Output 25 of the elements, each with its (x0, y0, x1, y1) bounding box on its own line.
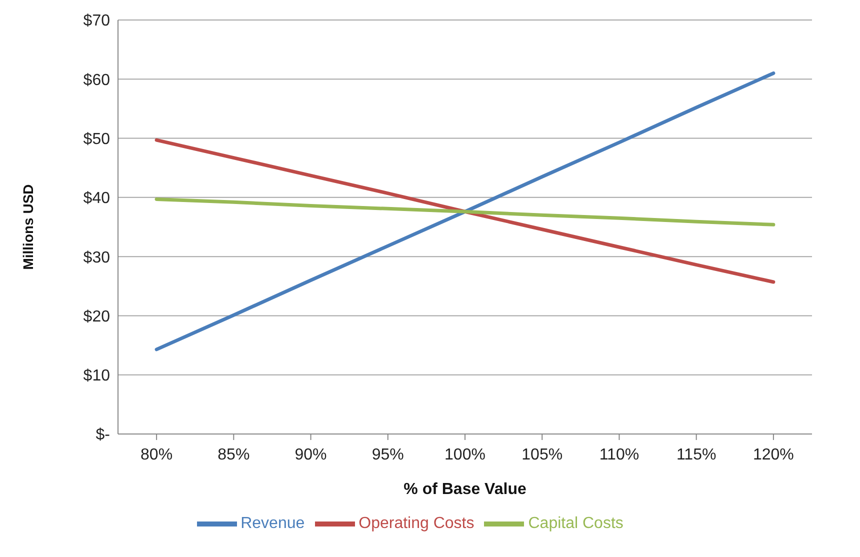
x-tick-label: 95% (372, 446, 404, 464)
y-tick-label: $30 (83, 249, 110, 266)
y-tick-label: $40 (83, 190, 110, 208)
x-tick-label: 115% (676, 446, 716, 464)
legend-label: Operating Costs (358, 515, 474, 532)
x-tick-label: 110% (599, 446, 640, 464)
x-axis-title: % of Base Value (404, 481, 526, 498)
x-tick-label: 100% (444, 446, 486, 464)
y-tick-label: $50 (83, 130, 110, 148)
line-series (154, 197, 776, 226)
legend-label: Revenue (240, 515, 305, 532)
y-tick-label: $20 (83, 308, 110, 326)
line-series (154, 138, 776, 284)
x-tick-label: 120% (752, 446, 794, 464)
y-tick-label: $60 (83, 72, 110, 89)
legend-label: Capital Costs (528, 515, 624, 532)
x-tick-label: 105% (522, 446, 563, 464)
y-tick-label: $- (96, 426, 110, 444)
y-tick-label: $10 (83, 368, 110, 385)
y-tick-label: $70 (83, 12, 110, 30)
line-series (154, 71, 776, 352)
x-tick-label: 90% (294, 446, 327, 464)
y-axis-title: Millions USD (20, 184, 36, 270)
x-tick-label: 80% (140, 446, 173, 464)
x-tick-label: 85% (218, 446, 250, 464)
